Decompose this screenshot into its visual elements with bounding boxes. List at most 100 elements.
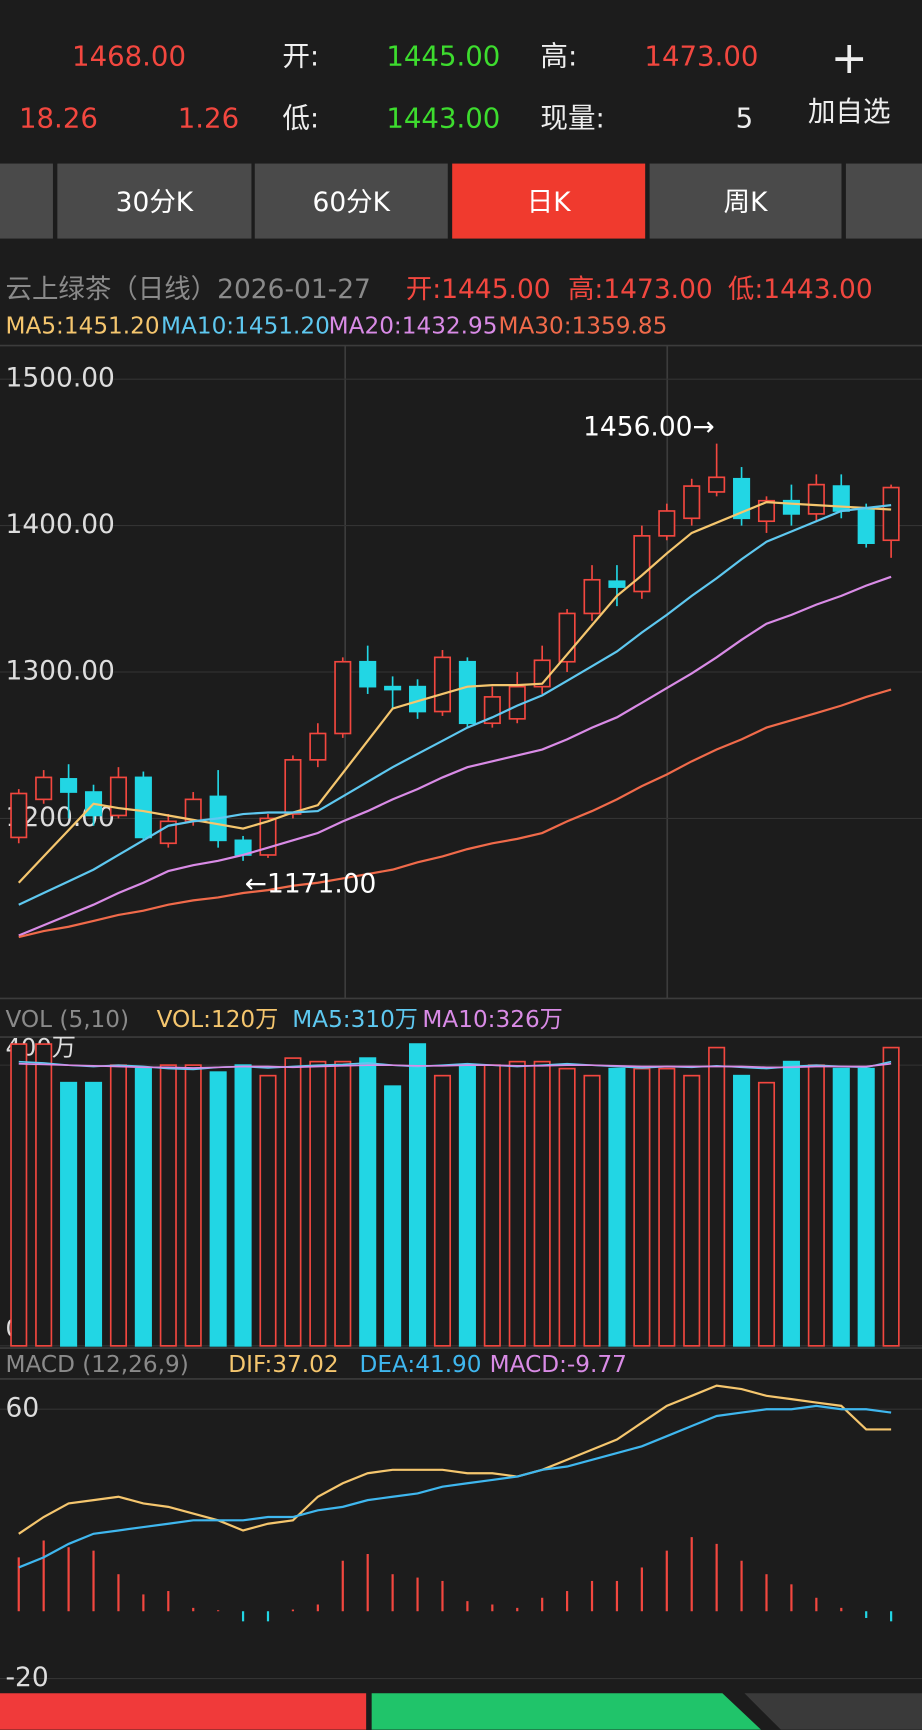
buy-button[interactable] <box>371 1693 761 1730</box>
legend-entry: MA10:1451.20 <box>161 313 330 339</box>
volume-bar <box>782 1060 800 1347</box>
candle-body <box>733 477 751 520</box>
candle-body <box>757 499 776 523</box>
tab-label[interactable]: 30分K <box>116 187 194 218</box>
volume-bar <box>284 1057 302 1347</box>
volume-bar <box>583 1074 601 1347</box>
candle-body <box>882 486 900 542</box>
candle-body <box>807 483 825 515</box>
sell-button[interactable] <box>0 1693 367 1730</box>
line-series <box>18 1062 892 1069</box>
candle-body <box>134 776 152 839</box>
line-series <box>18 1384 892 1535</box>
open-label: 开: <box>282 40 319 73</box>
candle-body <box>583 578 601 615</box>
candle-body <box>60 778 78 793</box>
volume-bar <box>608 1067 626 1347</box>
y-tick-label: 1300.00 <box>6 655 115 686</box>
volume-label: 现量: <box>540 101 604 134</box>
volume-bar <box>84 1081 103 1347</box>
volume-bar <box>134 1067 152 1347</box>
tab-edge <box>0 163 53 239</box>
candle-body <box>433 656 452 713</box>
more-button[interactable] <box>744 1693 922 1730</box>
line-series <box>17 501 892 884</box>
volume-bar <box>209 1071 227 1347</box>
y-tick-label: 1400.00 <box>6 509 115 540</box>
volume-bar <box>533 1060 551 1347</box>
vol-title: VOL (5,10) <box>6 1007 130 1033</box>
change-pct: 1.26 <box>178 101 239 134</box>
volume-bar <box>633 1067 651 1347</box>
volume-bar <box>733 1074 751 1347</box>
y-tick-label: -20 <box>6 1662 49 1693</box>
legend-entry: DIF:37.02 <box>228 1352 338 1378</box>
volume-bar <box>757 1081 776 1347</box>
info-high: 高:1473.00 <box>568 274 713 305</box>
volume-bar <box>458 1064 476 1347</box>
volume-bar <box>359 1057 377 1347</box>
volume-bar <box>658 1067 676 1347</box>
candle-body <box>334 660 352 735</box>
line-series <box>18 504 892 906</box>
vol-label: VOL:120万 <box>157 1007 279 1033</box>
annotation: ←1171.00 <box>245 869 377 900</box>
tab-edge <box>845 163 922 239</box>
candle-body <box>458 660 476 725</box>
tab[interactable] <box>649 163 842 239</box>
info-open: 开:1445.00 <box>406 274 551 305</box>
stock-subtitle: 云上绿茶（日线）2026-01-27 <box>6 274 371 305</box>
legend-entry: MA5:1451.20 <box>6 313 160 339</box>
volume-bar <box>309 1060 327 1347</box>
legend-entry: MA5:310万 <box>292 1007 418 1033</box>
candle-body <box>10 792 28 839</box>
candle-body <box>658 510 676 537</box>
candle-body <box>309 732 327 761</box>
low-label: 低: <box>282 101 319 134</box>
volume-bar <box>807 1064 825 1347</box>
volume-bar <box>708 1046 726 1347</box>
legend-entry: MA30:1359.85 <box>498 313 667 339</box>
volume-bar <box>683 1074 701 1347</box>
y-tick-label: 1500.00 <box>6 363 115 394</box>
candle-body <box>35 776 53 801</box>
tab[interactable] <box>452 163 646 239</box>
volume-bar <box>882 1046 900 1347</box>
volume-bar <box>184 1064 202 1347</box>
line-series <box>18 688 892 939</box>
low-value: 1443.00 <box>386 101 500 134</box>
tab-bar: 30分K 60分K 日K 周K <box>0 163 922 239</box>
tab[interactable] <box>254 163 448 239</box>
tab-label[interactable]: 日K <box>527 187 571 218</box>
candle-body <box>284 759 302 815</box>
candle-body <box>359 660 377 688</box>
volume-bar <box>109 1064 127 1347</box>
volume-bar <box>334 1060 352 1347</box>
candle-body <box>708 476 726 493</box>
volume-bar <box>234 1064 252 1347</box>
annotation: 1456.00→ <box>583 412 715 443</box>
add-label[interactable]: 加自选 <box>808 95 891 128</box>
add-icon[interactable]: + <box>831 33 868 84</box>
candle-body <box>633 535 651 593</box>
volume-bar <box>508 1060 526 1347</box>
volume-bar <box>259 1074 277 1347</box>
change: 18.26 <box>19 101 98 134</box>
legend-entry: MA20:1432.95 <box>329 313 498 339</box>
candle-body <box>384 685 402 691</box>
volume-value: 5 <box>736 101 754 134</box>
tab-label[interactable]: 60分K <box>313 187 391 218</box>
volume-bar <box>159 1064 177 1347</box>
volume-bar <box>408 1043 427 1347</box>
volume-bar <box>483 1064 501 1347</box>
volume-bar <box>433 1074 452 1347</box>
y-tick-label: 60 <box>6 1393 40 1424</box>
legend-entry: DEA:41.90 <box>360 1352 482 1378</box>
line-series <box>18 575 892 937</box>
tab-label[interactable]: 周K <box>724 187 768 218</box>
macd-label: MACD:-9.77 <box>490 1352 627 1378</box>
tab[interactable] <box>57 163 252 239</box>
volume-bar <box>384 1085 402 1347</box>
